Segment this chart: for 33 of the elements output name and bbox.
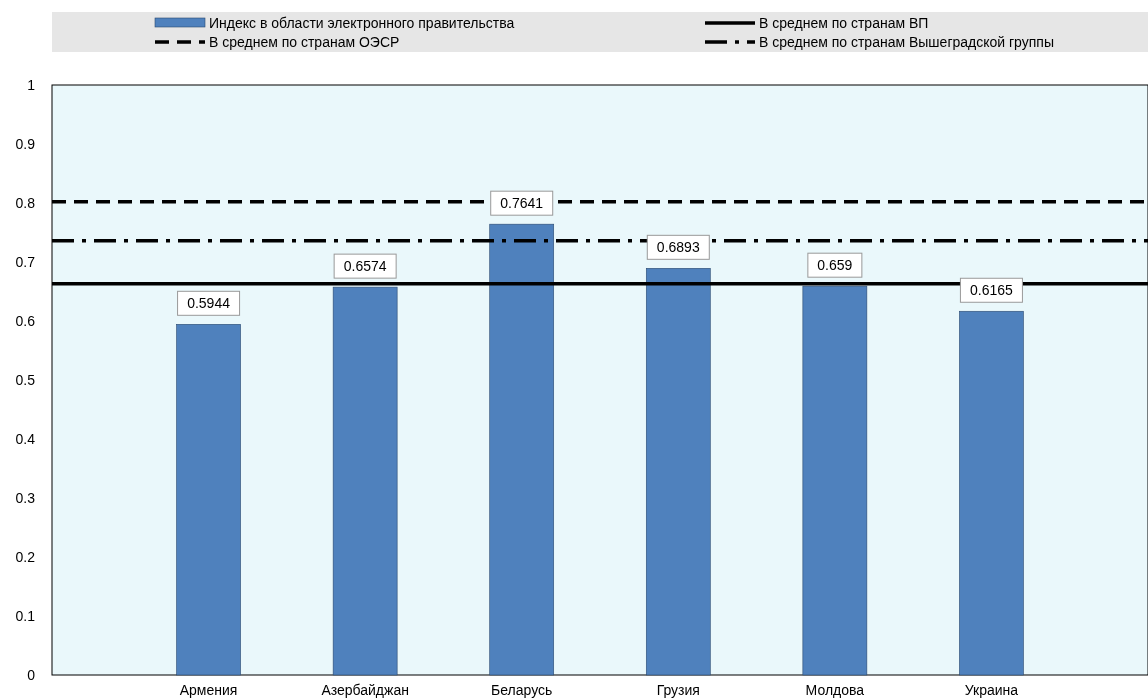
data-label: 0.7641: [500, 195, 544, 212]
y-tick-label: 0.2: [15, 549, 36, 565]
y-tick-label: 1: [27, 77, 36, 93]
x-tick-label: Украина: [964, 682, 1019, 698]
y-tick-label: 0.5: [15, 372, 36, 388]
y-tick-label: 0: [27, 667, 36, 683]
y-tick-label: 0.7: [15, 254, 36, 270]
legend-label: Индекс в области электронного правительства: [209, 15, 515, 31]
legend-label: В среднем по странам ОЭСР: [209, 34, 400, 50]
y-tick-label: 0.1: [15, 608, 36, 624]
y-tick-label: 0.9: [15, 136, 36, 152]
data-label: 0.6893: [656, 239, 700, 256]
bar: [176, 324, 241, 676]
x-tick-label: Армения: [179, 682, 238, 698]
bar: [645, 268, 711, 676]
bar: [959, 310, 1024, 676]
data-label: 0.5944: [187, 295, 231, 312]
y-tick-label: 0.8: [15, 195, 36, 211]
legend-label: В среднем по странам ВП: [759, 15, 929, 31]
bar: [489, 223, 555, 676]
x-tick-label: Азербайджан: [321, 682, 409, 698]
data-label: 0.6165: [970, 282, 1014, 299]
data-label: 0.6574: [343, 258, 387, 275]
x-tick-label: Молдова: [805, 682, 865, 698]
bar: [802, 285, 868, 676]
x-tick-label: Грузия: [656, 682, 700, 698]
y-tick-label: 0.6: [15, 313, 36, 329]
data-label: 0.659: [817, 257, 853, 274]
y-tick-label: 0.4: [15, 431, 36, 447]
y-tick-label: 0.3: [15, 490, 36, 506]
x-tick-label: Беларусь: [491, 682, 553, 698]
bar: [332, 286, 398, 676]
legend-label: В среднем по странам Вышеградской группы: [759, 34, 1054, 50]
